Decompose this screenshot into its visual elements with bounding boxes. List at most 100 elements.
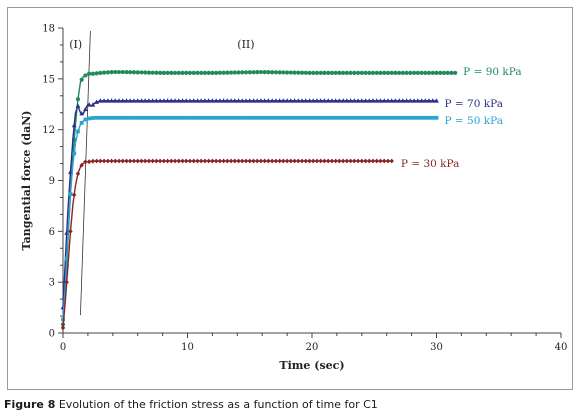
- data-point: [348, 98, 353, 103]
- data-point: [90, 71, 95, 76]
- data-point: [385, 98, 391, 103]
- data-point: [266, 158, 271, 164]
- data-point: [139, 70, 144, 75]
- data-point: [367, 115, 372, 120]
- data-point: [330, 115, 334, 120]
- data-point: [221, 115, 226, 120]
- y-tick-label: 9: [49, 176, 55, 187]
- x-tick-label: 0: [60, 342, 66, 353]
- data-point: [318, 158, 323, 164]
- data-point: [199, 115, 204, 120]
- data-point: [348, 158, 353, 164]
- data-point: [400, 98, 406, 103]
- data-point: [419, 98, 424, 103]
- data-point: [213, 98, 219, 103]
- data-point: [147, 115, 151, 120]
- data-point: [340, 98, 346, 103]
- data-point: [157, 98, 163, 103]
- data-point: [396, 98, 402, 103]
- data-point: [83, 106, 88, 112]
- data-point: [169, 158, 174, 164]
- caption-text: Evolution of the friction stress as a fu…: [58, 398, 378, 411]
- data-point: [154, 158, 159, 164]
- data-point: [139, 98, 144, 103]
- data-point: [277, 158, 282, 164]
- data-point: [441, 70, 447, 76]
- data-point: [236, 70, 241, 75]
- data-point: [191, 98, 197, 103]
- data-point: [184, 115, 189, 120]
- data-point: [124, 98, 129, 103]
- data-point: [325, 98, 331, 103]
- data-point: [363, 158, 368, 164]
- data-point: [173, 115, 177, 120]
- data-point: [161, 158, 167, 164]
- data-point: [434, 115, 439, 120]
- data-point: [378, 158, 383, 164]
- data-point: [258, 158, 264, 164]
- data-point: [314, 158, 320, 164]
- data-point: [370, 98, 376, 103]
- data-point: [76, 129, 80, 134]
- phase-divider: [80, 30, 91, 316]
- data-point: [273, 158, 279, 164]
- data-point: [355, 98, 361, 103]
- data-point: [143, 70, 148, 75]
- data-point: [68, 192, 73, 196]
- series-p-50-kpa: [61, 115, 439, 322]
- data-point: [315, 115, 319, 120]
- data-point: [165, 98, 170, 103]
- data-point: [90, 102, 96, 107]
- data-point: [258, 98, 264, 103]
- data-point: [150, 98, 156, 103]
- data-point: [206, 158, 211, 164]
- data-point: [277, 98, 283, 103]
- data-point: [273, 98, 279, 103]
- data-point: [79, 110, 85, 116]
- data-point: [176, 98, 182, 103]
- data-point: [146, 70, 152, 75]
- x-tick-label: 10: [181, 342, 194, 353]
- data-point: [277, 115, 282, 120]
- data-point: [244, 115, 248, 120]
- y-tick-label: 3: [49, 278, 55, 289]
- data-point: [105, 115, 110, 120]
- data-point: [247, 115, 252, 120]
- data-point: [336, 98, 342, 103]
- data-point: [68, 228, 73, 234]
- data-point: [284, 158, 290, 164]
- data-point: [109, 70, 114, 75]
- data-point: [187, 70, 193, 76]
- data-point: [165, 70, 170, 76]
- series-label: P = 50 kPa: [445, 115, 503, 127]
- data-point: [150, 158, 155, 164]
- data-point: [228, 98, 234, 103]
- data-point: [453, 70, 458, 76]
- data-point: [161, 70, 166, 76]
- data-point: [344, 70, 349, 76]
- data-point: [124, 69, 129, 75]
- data-point: [434, 98, 439, 103]
- data-point: [247, 98, 253, 103]
- data-point: [318, 98, 324, 103]
- data-point: [404, 98, 410, 103]
- data-point: [172, 70, 178, 76]
- data-point: [180, 115, 185, 120]
- data-point: [217, 158, 223, 164]
- data-point: [333, 98, 339, 103]
- data-point: [404, 115, 409, 120]
- data-point: [198, 158, 204, 164]
- data-point: [285, 70, 290, 75]
- data-point: [251, 70, 256, 75]
- data-point: [64, 279, 69, 285]
- chart-labels-layer: (I) (II) P = 90 kPa P = 70 kPa P = 50 kPa P =…: [69, 38, 521, 170]
- data-point: [142, 158, 148, 164]
- data-point: [247, 70, 252, 75]
- data-point: [195, 98, 200, 103]
- data-point: [430, 115, 435, 120]
- data-point: [262, 115, 267, 120]
- data-point: [251, 115, 256, 120]
- data-point: [281, 70, 286, 75]
- data-point: [101, 158, 107, 164]
- data-point: [154, 115, 159, 120]
